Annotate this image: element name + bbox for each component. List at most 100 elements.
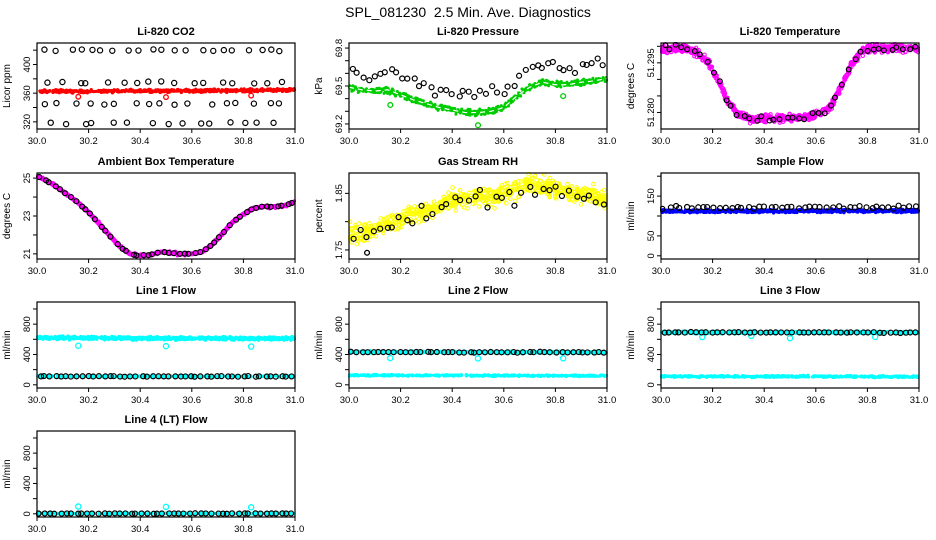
x-tick-label: 30.2: [391, 395, 410, 406]
y-tick-label: 400: [646, 347, 657, 363]
x-tick-label: 31.0: [910, 266, 929, 277]
series-temperature-band: [660, 42, 920, 126]
series-pressure-upper-scatter: [349, 55, 606, 101]
x-tick-label: 30.4: [131, 266, 150, 277]
series-line1-low-scatter: [37, 372, 295, 380]
series-pressure-outlier-markers: [387, 93, 567, 129]
plot-title: Li-820 Temperature: [740, 26, 841, 38]
x-tick-label: 30.8: [234, 266, 253, 277]
plot-title: Line 3 Flow: [760, 285, 820, 297]
plot-title: Ambient Box Temperature: [98, 156, 235, 168]
plot-title: Li-820 CO2: [137, 26, 194, 38]
plot-svg-gas-stream-rh: Gas Stream RH 30.0 30.2 30.4 30.6 30.8 31.0 1.7…: [314, 156, 616, 277]
series-co2-dip-markers: [75, 92, 255, 101]
series-line4-outlier-markers: [75, 503, 255, 511]
x-tick-label: 30.0: [652, 136, 671, 147]
series-line3-main-scatter: [661, 328, 919, 337]
x-tick-label: 31.0: [910, 395, 929, 406]
y-tick-label: 400: [22, 57, 33, 73]
x-tick-label: 30.2: [391, 266, 410, 277]
y-axis-ticks: 69.2 69.5 69.8: [334, 39, 349, 133]
y-axis-ticks: 320 360 400: [22, 49, 37, 130]
plots-grid: Li-820 CO2 30.0 30.2 30.4 30.6 30.8 31.0 320 360…: [0, 22, 936, 540]
plot-li-820-co2: Li-820 CO2 30.0 30.2 30.4 30.6 30.8 31.0 320 360…: [0, 22, 312, 152]
y-tick-label: 800: [22, 445, 33, 461]
y-axis-label: ml/min: [314, 330, 325, 359]
plot-frame: [36, 42, 296, 130]
plot-li-820-temperature: Li-820 Temperature 30.0 30.2 30.4 30.6 30.8 31…: [624, 22, 936, 152]
y-tick-label: 1.75: [334, 241, 345, 260]
x-tick-label: 30.2: [79, 524, 98, 535]
y-tick-label: 0: [22, 511, 33, 516]
series-ambient-fuzz-band: [36, 174, 296, 259]
series-line2-dip-markers: [387, 354, 567, 362]
y-tick-label: 400: [334, 347, 345, 363]
x-tick-label: 30.6: [807, 136, 826, 147]
x-tick-label: 30.6: [183, 395, 202, 406]
x-tick-label: 30.4: [755, 136, 774, 147]
x-tick-label: 30.2: [703, 136, 722, 147]
x-tick-label: 30.4: [443, 395, 462, 406]
series-ambient-trend-line: [36, 173, 296, 259]
x-axis-ticks: 30.0 30.2 30.4 30.6 30.8 31.0: [652, 259, 929, 277]
x-tick-label: 30.2: [703, 266, 722, 277]
series-rh-scatter: [350, 183, 608, 242]
x-tick-label: 30.4: [755, 266, 774, 277]
plot-line-2-flow: Line 2 Flow 30.0 30.2 30.4 30.6 30.8 31.0 0 400 8…: [312, 281, 624, 411]
x-tick-label: 30.4: [131, 395, 150, 406]
x-tick-label: 30.4: [131, 136, 150, 147]
plot-gas-stream-rh: Gas Stream RH 30.0 30.2 30.4 30.6 30.8 31.0 1.7…: [312, 152, 624, 282]
y-tick-label: 400: [22, 476, 33, 492]
x-tick-label: 31.0: [286, 524, 305, 535]
series-pressure-band: [348, 76, 608, 118]
plot-frame: [36, 301, 296, 389]
x-tick-label: 31.0: [598, 136, 617, 147]
x-tick-label: 30.4: [443, 266, 462, 277]
y-tick-label: 400: [22, 347, 33, 363]
x-axis-ticks: 30.0 30.2 30.4 30.6 30.8 31.0: [28, 517, 305, 535]
y-axis-ticks: 0 400 800: [334, 308, 349, 387]
y-tick-label: 320: [22, 114, 33, 130]
plot-svg-line-4-lt-flow: Line 4 (LT) Flow 30.0 30.2 30.4 30.6 30.8 31.0…: [2, 414, 305, 535]
y-axis-label: ml/min: [626, 201, 637, 230]
y-axis-label: Licor ppm: [2, 64, 13, 108]
y-axis-label: degrees C: [626, 63, 637, 109]
x-tick-label: 30.6: [807, 266, 826, 277]
y-axis-ticks: 21 23 25: [22, 173, 37, 259]
y-tick-label: 50: [646, 231, 657, 242]
x-tick-label: 30.0: [340, 136, 359, 147]
y-tick-label: 0: [22, 382, 33, 387]
y-tick-label: 51.295: [646, 48, 657, 77]
series-temperature-scatter: [662, 42, 919, 124]
y-tick-label: 69.5: [334, 77, 345, 96]
x-tick-label: 30.2: [703, 395, 722, 406]
x-tick-label: 30.6: [495, 395, 514, 406]
plot-title: Line 2 Flow: [448, 285, 508, 297]
x-tick-label: 30.0: [28, 395, 47, 406]
x-axis-ticks: 30.0 30.2 30.4 30.6 30.8 31.0: [28, 129, 304, 147]
x-tick-label: 30.8: [858, 136, 877, 147]
plot-title: Line 1 Flow: [136, 285, 196, 297]
x-axis-ticks: 30.0 30.2 30.4 30.6 30.8 31.0: [28, 388, 304, 406]
y-axis-label: ml/min: [2, 330, 13, 359]
y-tick-label: 150: [646, 188, 657, 204]
x-tick-label: 30.0: [28, 266, 47, 277]
x-tick-label: 30.4: [131, 524, 150, 535]
x-tick-label: 30.6: [183, 266, 202, 277]
x-tick-label: 31.0: [286, 266, 305, 277]
x-tick-label: 30.8: [234, 524, 253, 535]
x-tick-label: 30.8: [234, 395, 253, 406]
y-axis-ticks: 0 50 150: [646, 175, 661, 258]
x-axis-ticks: 30.0 30.2 30.4 30.6 30.8 31.0: [340, 129, 617, 147]
series-rh-band: [348, 172, 608, 247]
series-rh-outlier-marker: [364, 249, 371, 256]
plot-svg-li-820-temperature: Li-820 Temperature 30.0 30.2 30.4 30.6 30.8 31…: [626, 26, 928, 147]
plot-line-1-flow: Line 1 Flow 30.0 30.2 30.4 30.6 30.8 31.0 0 400 8…: [0, 281, 312, 411]
x-tick-label: 30.0: [28, 524, 47, 535]
series-ambient-scatter: [36, 173, 295, 259]
x-axis-ticks: 30.0 30.2 30.4 30.6 30.8 31.0: [340, 388, 616, 406]
plot-sample-flow: Sample Flow 30.0 30.2 30.4 30.6 30.8 31.0 0 50 15…: [624, 152, 936, 282]
y-tick-label: 360: [22, 85, 33, 101]
series-line4-scatter: [36, 510, 295, 517]
series-line3-low-band: [660, 373, 920, 380]
